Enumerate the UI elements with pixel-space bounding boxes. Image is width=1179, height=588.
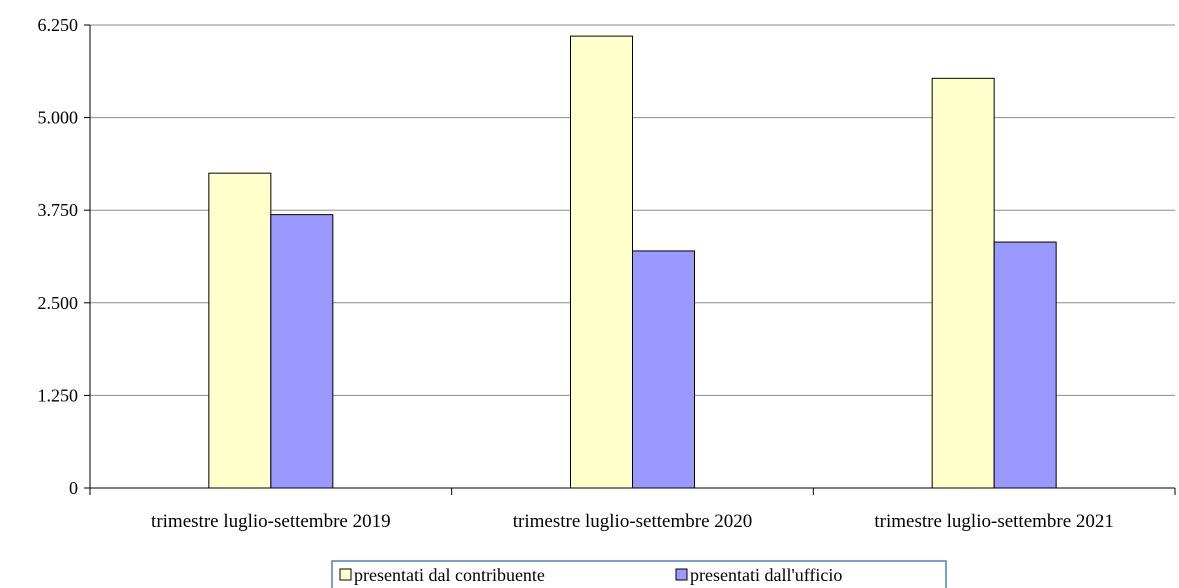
legend: presentati dal contribuente presentati da…	[331, 560, 947, 588]
y-tick-label: 1.250	[38, 385, 79, 405]
bar-ufficio-2	[632, 250, 695, 489]
x-category-label: trimestre luglio-settembre 2021	[874, 511, 1114, 532]
x-category-labels: trimestre luglio-settembre 2019 trimestre…	[151, 511, 1114, 532]
legend-label: presentati dall'ufficio	[690, 565, 842, 585]
y-tick-label: 3.750	[38, 200, 79, 220]
legend-swatch	[339, 568, 352, 581]
bars	[208, 35, 1057, 489]
bar-contribuente-2	[570, 35, 633, 489]
x-category-label: trimestre luglio-settembre 2020	[513, 511, 753, 532]
bar-contribuente-1	[208, 172, 272, 489]
x-category-label: trimestre luglio-settembre 2019	[151, 511, 391, 532]
y-tick-label: 2.500	[38, 293, 79, 313]
bar-ufficio-1	[270, 214, 334, 489]
y-tick-label: 0	[69, 478, 78, 498]
y-tick-label: 5.000	[38, 108, 79, 128]
legend-swatch	[675, 568, 688, 581]
bar-ufficio-3	[993, 241, 1057, 489]
y-tick-label: 6.250	[38, 15, 79, 35]
axes	[84, 24, 1176, 495]
legend-box	[331, 560, 947, 588]
bar-contribuente-3	[931, 77, 995, 489]
legend-label: presentati dal contribuente	[354, 565, 545, 585]
y-tick-labels: 0 1.250 2.500 3.750 5.000 6.250	[38, 15, 79, 498]
